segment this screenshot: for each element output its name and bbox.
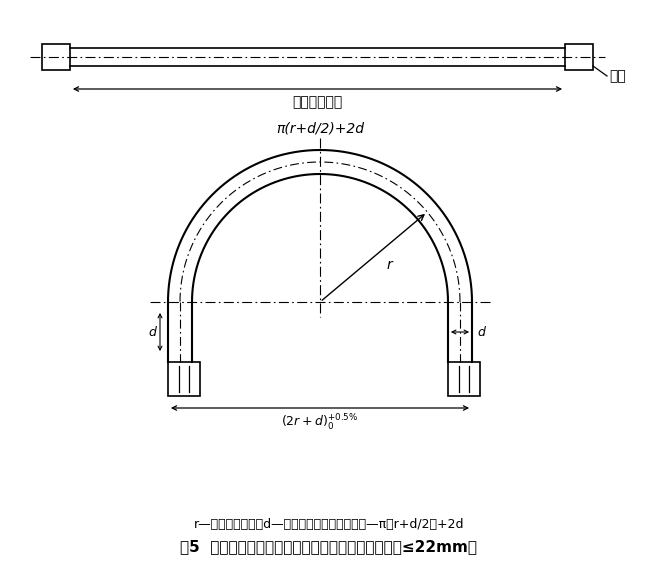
Text: r: r: [387, 258, 393, 272]
Text: d: d: [477, 326, 485, 339]
Bar: [42, 44, 70, 70]
Text: π(r+d/2)+2d: π(r+d/2)+2d: [276, 122, 364, 136]
Bar: [565, 44, 593, 70]
Text: 软管暴露长度: 软管暴露长度: [292, 95, 343, 109]
Text: d: d: [148, 326, 156, 339]
Text: 图5  耐脉冲疲劳性试验软管及附件安装图（公称内径≤22mm）: 图5 耐脉冲疲劳性试验软管及附件安装图（公称内径≤22mm）: [180, 539, 478, 555]
Bar: [168, 362, 200, 396]
Bar: [448, 362, 480, 396]
Text: r—最小弯曲半径；d—软管外径；软管暴露长度—π（r+d/2）+2d: r—最小弯曲半径；d—软管外径；软管暴露长度—π（r+d/2）+2d: [193, 518, 465, 531]
Text: $(2r+d)_0^{+0.5\%}$: $(2r+d)_0^{+0.5\%}$: [282, 413, 359, 433]
Text: 接头: 接头: [609, 69, 626, 83]
